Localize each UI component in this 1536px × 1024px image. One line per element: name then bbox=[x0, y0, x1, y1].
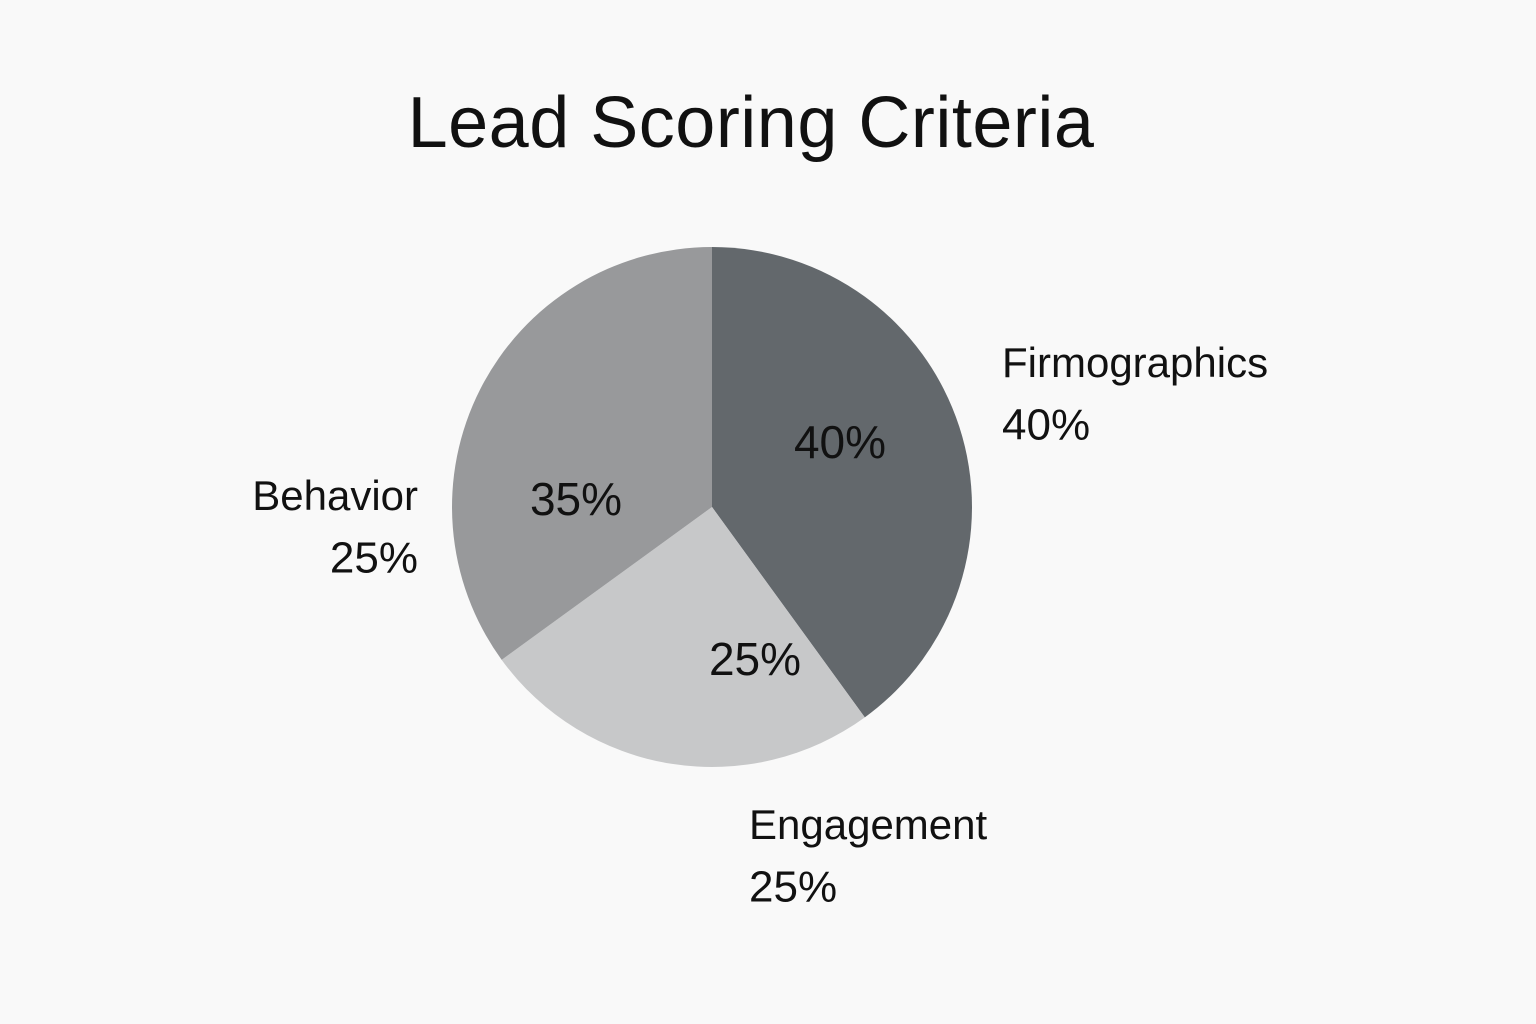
slice-outer-value-label-engagement: 25% bbox=[749, 863, 837, 912]
slice-value-label-firmographics: 40% bbox=[794, 416, 886, 468]
slice-outer-value-label-firmographics: 40% bbox=[1002, 401, 1090, 450]
pie-slice-behavior bbox=[452, 247, 712, 660]
pie-slice-engagement bbox=[501, 507, 865, 767]
slice-outer-value-label-behavior: 25% bbox=[330, 534, 418, 583]
chart-title: Lead Scoring Criteria bbox=[407, 83, 1095, 163]
pie-slices bbox=[452, 247, 972, 767]
slice-value-label-engagement: 25% bbox=[709, 633, 801, 685]
slice-name-label-engagement: Engagement bbox=[749, 801, 988, 848]
slice-name-label-behavior: Behavior bbox=[252, 472, 418, 519]
pie-outer-labels: Firmographics 40% Engagement 25% Behavior 25% bbox=[252, 339, 1268, 912]
pie-slice-firmographics bbox=[712, 247, 972, 718]
pie-inner-labels: 40% 25% 35% bbox=[530, 416, 886, 685]
slice-name-label-firmographics: Firmographics bbox=[1002, 339, 1268, 386]
slice-value-label-behavior: 35% bbox=[530, 473, 622, 525]
